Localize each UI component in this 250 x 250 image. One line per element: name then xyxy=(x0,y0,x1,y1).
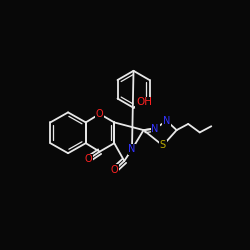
Text: O: O xyxy=(96,109,104,119)
Text: O: O xyxy=(84,154,92,164)
Text: OH: OH xyxy=(136,98,152,108)
Text: N: N xyxy=(152,124,159,134)
Text: N: N xyxy=(163,116,170,126)
Text: N: N xyxy=(128,144,136,154)
Text: S: S xyxy=(160,140,166,150)
Text: O: O xyxy=(110,165,118,175)
